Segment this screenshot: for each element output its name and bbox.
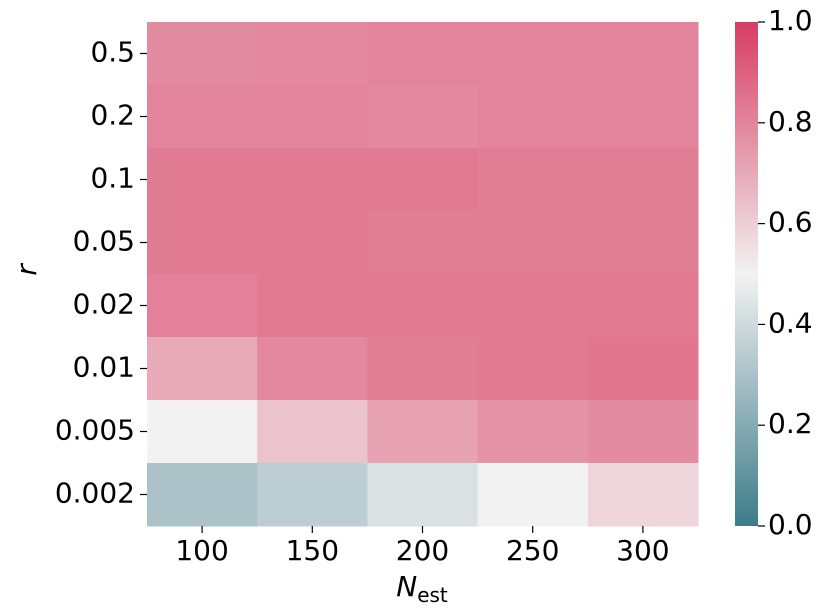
heatmap-cell	[257, 211, 368, 275]
heatmap-cell	[477, 148, 589, 212]
x-tick-label: 250	[506, 534, 559, 567]
heatmap-cell	[477, 400, 589, 464]
heatmap-cell	[147, 337, 258, 401]
heatmap-cell	[587, 85, 699, 149]
heatmap-cell	[367, 22, 479, 86]
heatmap-cell	[367, 400, 479, 464]
heatmap-cell	[257, 274, 368, 338]
colorbar	[735, 22, 758, 526]
heatmap-cell	[367, 274, 479, 338]
y-axis-label: r	[10, 263, 43, 276]
colorbar-tick-label: 0.6	[768, 206, 813, 239]
y-tick-label: 0.05	[73, 225, 135, 258]
heatmap-cell	[257, 400, 368, 464]
x-label-sub: est	[417, 583, 448, 607]
x-tick-label: 200	[396, 534, 449, 567]
heatmap-cell	[257, 148, 368, 212]
heatmap-cell	[257, 337, 368, 401]
colorbar-tick-label: 0.2	[768, 407, 813, 440]
heatmap-cell	[477, 337, 589, 401]
heatmap-cell	[147, 85, 258, 149]
colorbar-tick-label: 0.0	[768, 508, 813, 541]
heatmap-cell	[147, 463, 258, 527]
heatmap-cell	[477, 211, 589, 275]
y-tick-label: 0.01	[73, 351, 135, 384]
x-label-main: N	[396, 570, 417, 603]
heatmap-cell	[367, 85, 479, 149]
heatmap-cell	[587, 148, 699, 212]
y-tick-label: 0.5	[90, 36, 135, 69]
heatmap-cell	[587, 274, 699, 338]
y-tick-label: 0.1	[90, 162, 135, 195]
x-tick-label: 100	[175, 534, 228, 567]
heatmap-cell	[477, 463, 589, 527]
x-tick-label: 300	[616, 534, 669, 567]
heatmap-cell	[257, 463, 368, 527]
heatmap-cell	[147, 274, 258, 338]
heatmap-cell	[367, 211, 479, 275]
colorbar-tick-label: 0.8	[768, 105, 813, 138]
colorbar-tick-label: 1.0	[768, 4, 813, 37]
heatmap-cell	[477, 85, 589, 149]
heatmap-cell	[587, 337, 699, 401]
y-tick-label: 0.2	[90, 99, 135, 132]
x-axis-label: Nest	[396, 570, 448, 607]
y-tick-label: 0.02	[73, 288, 135, 321]
heatmap-cell	[367, 148, 479, 212]
x-tick-label: 150	[286, 534, 339, 567]
heatmap-cell	[257, 85, 368, 149]
y-tick-label: 0.002	[55, 477, 135, 510]
heatmap-cell	[147, 148, 258, 212]
heatmap-cell	[587, 22, 699, 86]
heatmap-cell	[587, 400, 699, 464]
heatmap-cell	[147, 22, 258, 86]
heatmap-cell	[587, 463, 699, 527]
colorbar-tick-label: 0.4	[768, 306, 813, 339]
y-tick-label: 0.005	[55, 414, 135, 447]
heatmap-cell	[477, 22, 589, 86]
heatmap-cell	[477, 274, 589, 338]
heatmap-cell	[147, 400, 258, 464]
heatmap-cell	[367, 463, 479, 527]
heatmap-cell	[367, 337, 479, 401]
heatmap-cell	[147, 211, 258, 275]
heatmap-cell	[587, 211, 699, 275]
heatmap-cell	[257, 22, 368, 86]
